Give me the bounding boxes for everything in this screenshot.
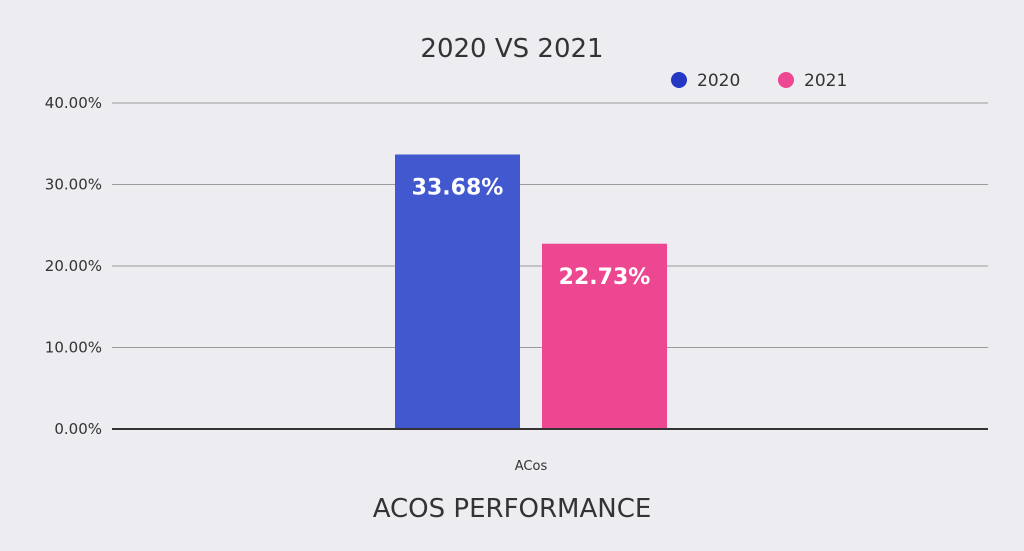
legend-marker-2021 (778, 72, 794, 88)
y-tick-label: 20.00% (45, 257, 102, 275)
x-category-label: ACos (515, 459, 548, 474)
y-tick-label: 40.00% (45, 94, 102, 112)
x-axis-title: ACOS PERFORMANCE (373, 494, 652, 524)
y-tick-label: 10.00% (45, 339, 102, 357)
chart-title: 2020 VS 2021 (420, 34, 603, 64)
x-axis-tick-labels: ACos (515, 459, 548, 474)
y-axis-tick-labels: 0.00% 10.00% 20.00% 30.00% 40.00% (45, 94, 102, 438)
legend: 2020 2021 (671, 71, 847, 91)
y-tick-label: 30.00% (45, 176, 102, 194)
legend-label-2021: 2021 (804, 71, 847, 91)
bars (395, 154, 667, 429)
bar-data-label-2020: 33.68% (412, 176, 504, 201)
legend-marker-2020 (671, 72, 687, 88)
bar-data-labels: 33.68% 22.73% (412, 176, 651, 290)
bar-2021 (542, 243, 667, 429)
legend-label-2020: 2020 (697, 71, 740, 91)
bar-data-label-2021: 22.73% (559, 265, 651, 290)
y-tick-label: 0.00% (54, 420, 102, 438)
bar-2020 (395, 154, 520, 429)
